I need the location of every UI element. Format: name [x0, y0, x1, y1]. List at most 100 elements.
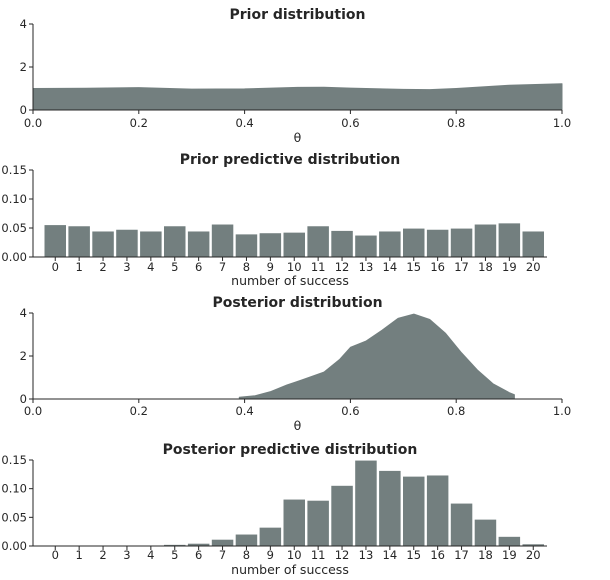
x-tick-label: 0: [52, 260, 59, 274]
x-tick-label: 8: [243, 260, 250, 274]
bar: [403, 476, 425, 546]
bar: [164, 544, 186, 546]
bar: [522, 231, 544, 257]
y-tick-label: 4: [20, 306, 27, 320]
chart-title: Posterior distribution: [212, 295, 382, 311]
x-tick-label: 4: [147, 260, 154, 274]
x-axis-label: θ: [294, 418, 302, 433]
x-tick-label: 10: [287, 260, 302, 274]
bar: [426, 229, 449, 257]
bar: [283, 232, 305, 257]
chart-title: Prior distribution: [230, 7, 366, 23]
x-tick-label: 5: [171, 548, 178, 562]
x-tick-label: 0.2: [130, 404, 148, 418]
x-tick-label: 18: [478, 548, 493, 562]
bar: [379, 470, 401, 546]
x-tick-label: 18: [478, 260, 493, 274]
bar: [187, 543, 210, 546]
x-tick-label: 0.0: [24, 404, 42, 418]
x-tick-label: 12: [335, 548, 350, 562]
x-axis-label: number of success: [231, 273, 349, 288]
bar: [164, 226, 186, 257]
x-tick-label: 17: [454, 260, 469, 274]
bar: [498, 536, 521, 546]
x-tick-label: 2: [99, 260, 106, 274]
x-tick-label: 19: [502, 548, 517, 562]
x-tick-label: 3: [123, 548, 130, 562]
bar: [426, 475, 449, 546]
x-tick-label: 6: [195, 260, 202, 274]
bar: [116, 229, 138, 257]
bar: [379, 231, 401, 257]
x-axis-label: θ: [294, 130, 302, 145]
bar: [355, 235, 377, 257]
y-tick-label: 0.10: [1, 192, 27, 206]
prior-predictive-panel: Prior predictive distribution 0.00 0.05 0.1…: [1, 152, 547, 288]
posterior-predictive-panel: Posterior predictive distribution 0.00 0.0…: [1, 442, 547, 577]
x-axis-label: number of success: [231, 562, 349, 577]
x-tick-label: 0.4: [235, 116, 253, 130]
x-tick-label: 10: [287, 548, 302, 562]
x-tick-label: 9: [267, 260, 274, 274]
x-tick-label: 1: [75, 260, 82, 274]
bar: [307, 500, 329, 546]
bar: [474, 519, 497, 546]
x-tick-label: 3: [123, 260, 130, 274]
x-tick-label: 6: [195, 548, 202, 562]
bar: [68, 226, 90, 257]
density-area: [238, 313, 515, 400]
x-tick-label: 7: [219, 548, 226, 562]
chart-title: Posterior predictive distribution: [163, 442, 418, 458]
x-tick-label: 2: [99, 548, 106, 562]
bar: [331, 485, 353, 546]
x-tick-label: 15: [406, 260, 421, 274]
bar: [211, 224, 234, 257]
bar: [259, 233, 282, 257]
y-tick-label: 0.00: [1, 539, 27, 553]
x-tick-label: 20: [526, 548, 541, 562]
bar: [307, 226, 329, 257]
bar: [450, 228, 473, 257]
y-tick-label: 0.00: [1, 250, 27, 264]
y-tick-label: 0.15: [1, 453, 27, 467]
posterior-distribution-panel: Posterior distribution 0 2 4 0.0 0.2 0.4 0.6 0.8…: [20, 295, 571, 433]
y-tick-label: 0.15: [1, 163, 27, 177]
x-tick-label: 0.8: [447, 116, 465, 130]
bar: [331, 230, 353, 257]
x-tick-label: 9: [267, 548, 274, 562]
bar: [44, 225, 66, 257]
x-tick-label: 0.8: [447, 404, 465, 418]
bar: [283, 499, 305, 546]
x-tick-label: 1.0: [553, 404, 571, 418]
bar: [235, 234, 258, 257]
x-tick-label: 5: [171, 260, 178, 274]
x-tick-label: 13: [359, 548, 374, 562]
x-tick-label: 12: [335, 260, 350, 274]
x-tick-label: 0.6: [341, 404, 359, 418]
x-tick-label: 11: [311, 548, 326, 562]
x-tick-label: 15: [406, 548, 421, 562]
bar: [403, 228, 425, 257]
bar: [92, 231, 114, 257]
bar: [474, 224, 497, 257]
bar: [140, 231, 162, 257]
x-tick-label: 4: [147, 548, 154, 562]
bar: [450, 503, 473, 546]
x-tick-label: 13: [359, 260, 374, 274]
x-tick-label: 0.0: [24, 116, 42, 130]
x-tick-label: 19: [502, 260, 517, 274]
x-tick-label: 14: [383, 260, 398, 274]
y-tick-label: 0: [20, 392, 27, 406]
bar: [498, 223, 521, 257]
y-tick-label: 2: [20, 349, 27, 363]
bar: [235, 534, 258, 546]
y-tick-label: 4: [20, 17, 27, 31]
x-tick-label: 0: [52, 548, 59, 562]
x-tick-label: 20: [526, 260, 541, 274]
y-tick-label: 0.05: [1, 510, 27, 524]
bar: [522, 544, 544, 546]
x-tick-label: 0.4: [235, 404, 253, 418]
bar: [355, 460, 377, 546]
x-tick-label: 14: [383, 548, 398, 562]
